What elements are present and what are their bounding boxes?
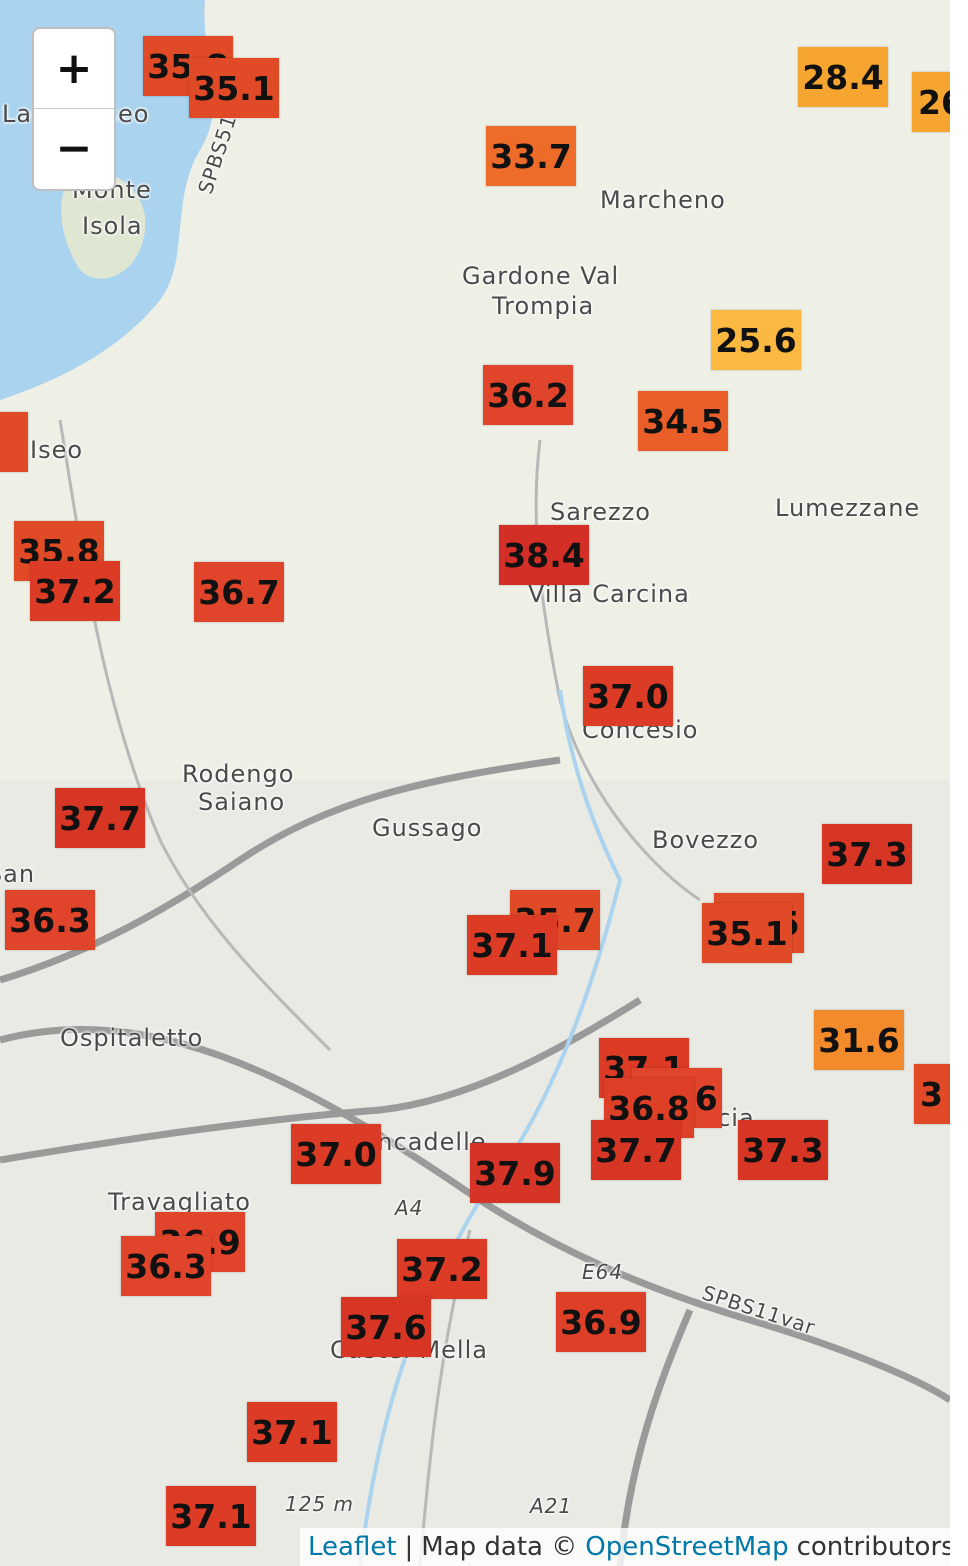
place-label: Trompia xyxy=(492,292,595,320)
elevation-label: 125 m xyxy=(285,1492,355,1516)
place-label: Lumezzane xyxy=(775,494,921,522)
temperature-marker[interactable]: 37.9 xyxy=(470,1143,560,1203)
zoom-in-button[interactable]: + xyxy=(55,43,93,94)
place-label: Cazzago San xyxy=(0,860,36,888)
place-label: Marcheno xyxy=(600,186,726,214)
place-label: Sarezzo xyxy=(550,498,651,526)
place-label: Villa Carcina xyxy=(528,580,690,608)
place-label: Iseo xyxy=(30,436,84,464)
temperature-marker[interactable]: 36.9 xyxy=(556,1292,646,1352)
place-label: Gussago xyxy=(372,814,483,842)
separator: | xyxy=(404,1532,414,1562)
place-label: Bovezzo xyxy=(652,826,759,854)
temperature-marker[interactable]: 37.0 xyxy=(583,666,673,726)
temperature-marker[interactable]: 37.6 xyxy=(341,1297,431,1357)
temperature-marker[interactable]: 37.7 xyxy=(55,788,145,848)
temperature-marker[interactable]: 37.1 xyxy=(166,1486,256,1546)
temperature-marker[interactable]: 37.1 xyxy=(467,915,557,975)
temperature-marker[interactable]: 37.2 xyxy=(30,561,120,621)
temperature-marker[interactable]: 35.1 xyxy=(702,903,792,963)
place-label: Isola xyxy=(82,212,143,240)
zoom-control: + − xyxy=(32,27,116,191)
temperature-marker[interactable]: 0 xyxy=(0,412,28,472)
temperature-marker[interactable]: 36.7 xyxy=(194,562,284,622)
temperature-marker[interactable]: 36.3 xyxy=(121,1236,211,1296)
attribution-text: Map data © xyxy=(421,1532,578,1562)
temperature-marker[interactable]: 3 xyxy=(914,1064,950,1124)
place-label: Ospitaletto xyxy=(60,1024,204,1052)
zoom-out-button[interactable]: − xyxy=(34,108,114,188)
place-label: Gardone Val xyxy=(462,262,620,290)
temperature-marker[interactable]: 28.4 xyxy=(798,47,888,107)
road-label: A21 xyxy=(530,1494,573,1518)
temperature-marker[interactable]: 37.0 xyxy=(291,1124,381,1184)
attribution-text: contributors xyxy=(796,1532,950,1562)
temperature-marker[interactable]: 38.4 xyxy=(499,525,589,585)
attribution: Leaflet | Map data © OpenStreetMap contr… xyxy=(300,1528,950,1566)
temperature-marker[interactable]: 37.2 xyxy=(397,1239,487,1299)
temperature-marker[interactable]: 37.3 xyxy=(822,824,912,884)
temperature-marker[interactable]: 36.3 xyxy=(5,890,95,950)
temperature-marker[interactable]: 26 xyxy=(912,72,950,132)
place-label: Travagliato xyxy=(108,1188,251,1216)
temperature-marker[interactable]: 31.6 xyxy=(814,1010,904,1070)
temperature-marker[interactable]: 37.7 xyxy=(591,1120,681,1180)
temperature-marker[interactable]: 36.2 xyxy=(483,365,573,425)
temperature-marker[interactable]: 34.5 xyxy=(638,391,728,451)
temperature-marker[interactable]: 37.1 xyxy=(247,1402,337,1462)
temperature-marker[interactable]: 37.3 xyxy=(738,1120,828,1180)
place-label: Saiano xyxy=(198,788,286,816)
temperature-marker[interactable]: 35.1 xyxy=(189,58,279,118)
road-label: A4 xyxy=(395,1196,424,1220)
place-label: Rodengo xyxy=(182,760,295,788)
road-label: E64 xyxy=(582,1260,624,1284)
temperature-marker[interactable]: 25.6 xyxy=(711,310,801,370)
temperature-marker[interactable]: 33.7 xyxy=(486,126,576,186)
leaflet-link[interactable]: Leaflet xyxy=(308,1532,397,1562)
osm-link[interactable]: OpenStreetMap xyxy=(585,1532,789,1562)
